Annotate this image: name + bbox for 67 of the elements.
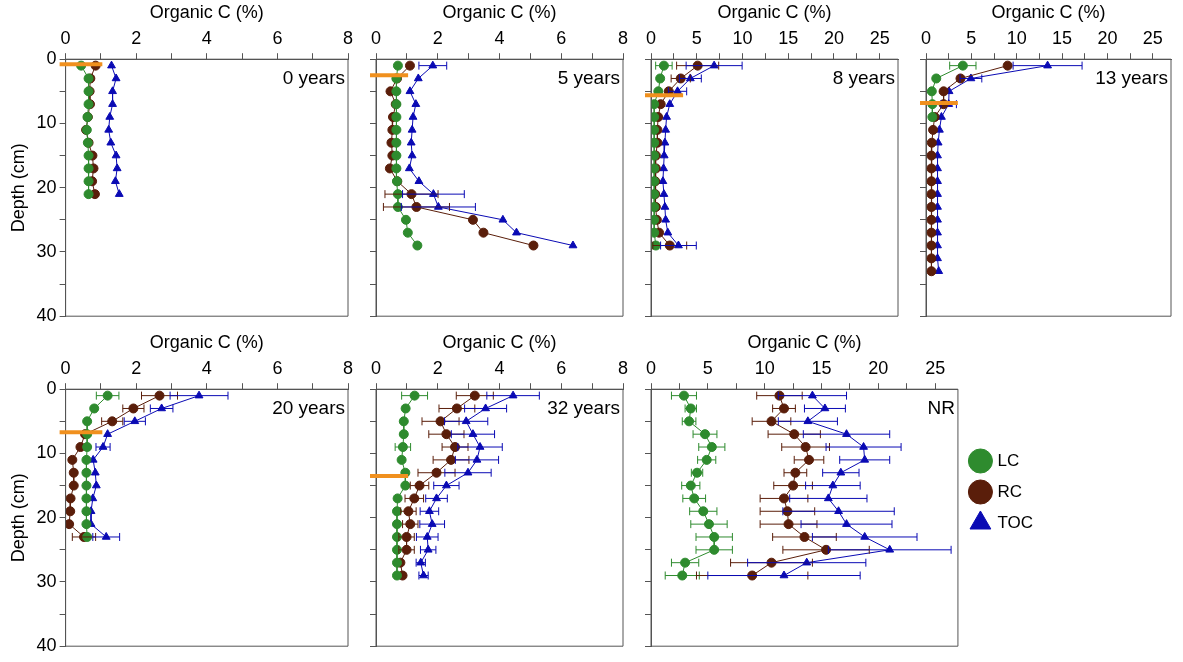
y-tick-label: 40 — [36, 635, 57, 656]
x-tick-label: 0 — [645, 358, 657, 379]
y-tick-label: 20 — [36, 506, 57, 527]
x-tick-label: 6 — [556, 28, 567, 49]
x-tick-label: 15 — [1052, 28, 1073, 49]
annotation: 32 years — [547, 396, 620, 418]
y-tick-label: 0 — [46, 378, 57, 399]
x-tick-label: 10 — [1006, 28, 1027, 49]
y-tick-label: 30 — [36, 570, 57, 591]
x-tick-label: 15 — [778, 28, 799, 49]
x-axis-title: Organic C (%) — [442, 1, 557, 22]
x-tick-label: 5 — [966, 28, 977, 49]
x-tick-label: 5 — [691, 28, 702, 49]
x-tick-label: 6 — [272, 28, 283, 49]
x-tick-label: 2 — [432, 28, 443, 49]
x-axis-title: Organic C (%) — [149, 331, 264, 352]
x-tick-label: 6 — [272, 358, 283, 379]
x-axis-title: Organic C (%) — [747, 331, 862, 352]
x-tick-label: 20 — [1097, 28, 1118, 49]
annotation: 20 years — [272, 396, 345, 418]
x-tick-label: 4 — [201, 358, 212, 379]
annotation: 5 years — [557, 66, 620, 88]
x-tick-label: 10 — [754, 358, 775, 379]
annotation: 13 years — [1095, 66, 1168, 88]
annotation: NR — [927, 396, 955, 418]
y-tick-label: 20 — [36, 176, 57, 197]
x-axis-title: Organic C (%) — [442, 331, 557, 352]
x-tick-label: 0 — [920, 28, 932, 49]
x-tick-label: 0 — [370, 358, 382, 379]
x-tick-label: 8 — [342, 28, 354, 49]
x-tick-label: 25 — [869, 28, 890, 49]
x-tick-label: 6 — [556, 358, 567, 379]
x-tick-label: 10 — [732, 28, 753, 49]
x-tick-label: 0 — [60, 28, 71, 49]
x-tick-label: 4 — [494, 358, 505, 379]
x-axis-title: Organic C (%) — [991, 1, 1106, 22]
y-tick-label: 30 — [36, 240, 57, 261]
x-tick-label: 8 — [342, 358, 354, 379]
y-tick-label: 40 — [36, 305, 57, 326]
x-tick-label: 15 — [811, 358, 832, 379]
x-tick-label: 2 — [131, 28, 142, 49]
annotation: 0 years — [282, 66, 345, 88]
y-axis-title: Depth (cm) — [7, 143, 28, 233]
y-tick-label: 0 — [46, 48, 57, 69]
legend-label: RC — [997, 481, 1022, 501]
x-tick-label: 8 — [617, 358, 629, 379]
x-tick-label: 20 — [823, 28, 844, 49]
legend-label: TOC — [997, 512, 1033, 532]
legend-label: LC — [997, 450, 1020, 470]
x-tick-label: 2 — [131, 358, 142, 379]
x-tick-label: 8 — [617, 28, 629, 49]
y-axis-title: Depth (cm) — [7, 473, 28, 563]
y-tick-label: 10 — [36, 112, 57, 133]
x-tick-label: 0 — [370, 28, 382, 49]
x-tick-label: 0 — [60, 358, 71, 379]
x-tick-label: 0 — [645, 28, 657, 49]
x-tick-label: 20 — [868, 358, 889, 379]
y-tick-label: 10 — [36, 442, 57, 463]
x-tick-label: 25 — [925, 358, 946, 379]
x-tick-label: 4 — [201, 28, 212, 49]
x-axis-title: Organic C (%) — [149, 1, 264, 22]
x-tick-label: 4 — [494, 28, 505, 49]
x-tick-label: 2 — [432, 358, 443, 379]
x-tick-label: 5 — [702, 358, 713, 379]
annotation: 8 years — [832, 66, 895, 88]
x-tick-label: 25 — [1142, 28, 1163, 49]
x-axis-title: Organic C (%) — [717, 1, 832, 22]
